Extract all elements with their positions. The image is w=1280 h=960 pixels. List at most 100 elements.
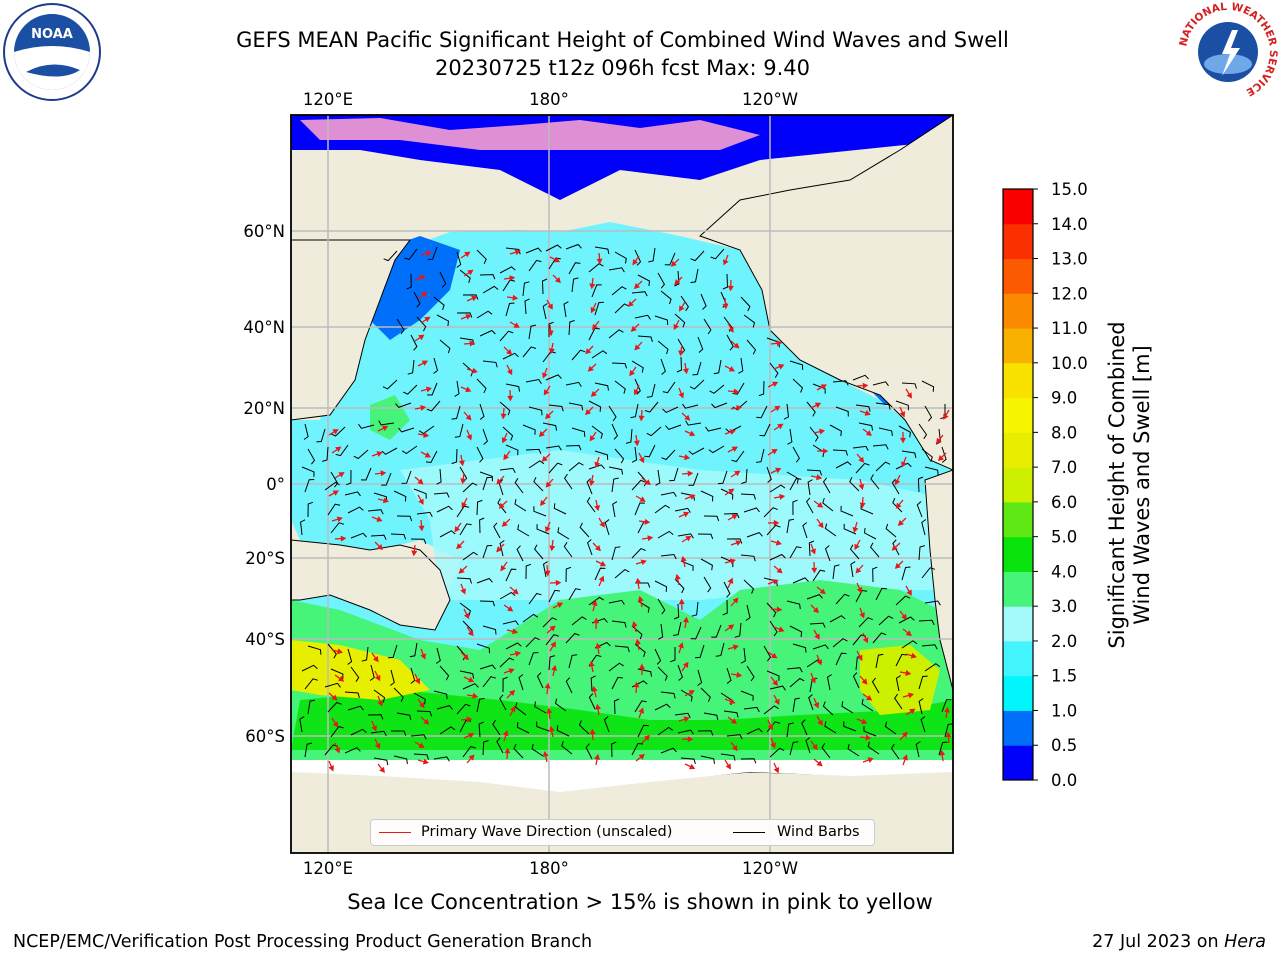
wave-direction-arrowhead [422,758,429,765]
wind-barb [330,426,346,437]
wind-barb [808,540,815,557]
wind-barb [545,445,562,451]
wind-barb [614,303,630,314]
wind-barb [829,615,846,623]
wind-barb [608,662,624,672]
wind-barb [307,699,316,715]
wind-barb [661,449,676,461]
wave-direction-arrowhead [767,724,774,731]
wave-direction-arrowhead [730,718,737,724]
wind-barb [456,703,471,715]
wave-direction-arrowhead [640,559,647,566]
wind-barb [608,466,624,475]
wind-barb [921,644,938,650]
wind-barb [373,689,386,703]
wind-barb [613,698,620,715]
wind-barb [426,400,441,412]
wave-direction-arrowhead [731,446,739,452]
wave-direction-arrowhead [593,617,600,624]
wind-barb [482,740,489,756]
wave-direction-arrowhead [544,526,551,533]
wind-barb [301,664,318,672]
wind-barb [717,470,728,485]
wind-barb [611,620,627,628]
map-frame [290,114,954,854]
wind-barb [740,647,746,664]
wind-barb [875,402,891,410]
wave-direction-arrowhead [421,360,429,366]
wind-barb [542,617,557,628]
wind-barb [427,382,438,396]
wind-barb [634,314,651,320]
wave-direction-arrowhead [456,543,463,550]
wave-direction-arrowhead [503,453,510,461]
wave-direction-arrowhead [900,437,906,444]
wind-barb [766,466,772,483]
wind-barb [548,655,556,671]
wave-direction-arrowhead [500,565,507,572]
wind-barb [944,723,953,738]
wind-barb [327,701,342,713]
wave-direction-arrowhead [545,481,552,488]
wave-direction-arrowhead [411,550,418,557]
wind-barb [316,428,326,443]
wave-direction-arrowhead [771,381,779,388]
wind-barb [413,488,427,499]
wind-barb [740,758,757,764]
wave-direction-arrowhead [460,588,466,595]
colorbar-bin [1003,467,1033,503]
wave-direction-arrowhead [515,650,522,657]
wave-direction-arrowhead [638,707,644,714]
wind-barb [863,527,877,540]
wave-direction-arrowhead [901,731,908,738]
wind-barb [614,569,630,579]
wind-barb [806,401,816,417]
colorbar-tick-label: 8.0 [1051,423,1077,442]
wind-barb [587,539,593,556]
wind-barb [608,405,617,422]
wind-barb [792,643,807,653]
bottom-lon-label: 180° [529,859,569,878]
wind-barb [720,488,734,500]
footer-date-text: 27 Jul 2023 on [1092,932,1225,952]
wind-barb [542,303,548,320]
wind-barb [482,676,496,688]
wave-direction-arrowhead [638,456,645,464]
wind-barb [657,666,668,681]
wind-barb [852,445,869,452]
wind-barb [835,593,850,605]
wave-direction-arrowhead [506,348,513,355]
wind-barb [454,423,464,438]
wind-barb [722,273,729,290]
wave-direction-arrowhead [464,251,471,258]
wind-barb [824,545,831,562]
wind-barb [516,722,530,734]
wind-barb [878,427,893,436]
wind-barb [565,444,582,451]
wind-barb [680,757,696,765]
wind-barb [884,721,897,735]
lat-label: 40°S [245,630,285,649]
wave-direction-arrowhead [735,540,742,546]
wind-barb [514,499,527,512]
wind-barb [841,701,854,714]
wind-barb [792,378,804,393]
wind-barb [369,664,375,681]
wave-direction-arrowhead [594,545,601,552]
wind-barb [895,462,912,470]
colorbar-tick-label: 13.0 [1051,250,1088,269]
wave-direction-arrowhead [414,678,421,685]
footer-host: Hera [1224,932,1266,952]
wind-barb [459,523,472,536]
wind-barb [769,553,786,561]
colorbar-tick-label: 6.0 [1051,493,1077,512]
colorbar-bin [1003,293,1033,329]
colorbar-bin [1003,536,1033,572]
green-south-china-sea [370,395,410,440]
wave-direction-arrowhead [592,323,598,331]
wave-direction-arrowhead [551,664,558,671]
wind-barb [565,566,572,583]
wind-barb [608,267,625,273]
high-wave-yellow-west [291,640,430,700]
wind-barb [300,519,306,536]
